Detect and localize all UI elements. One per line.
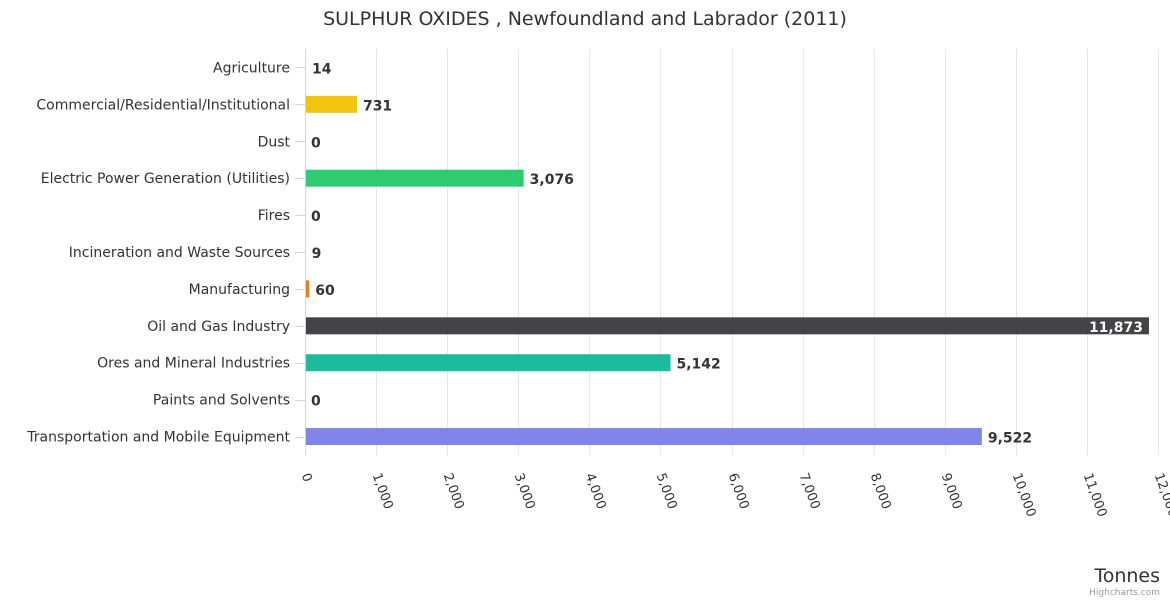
category-label: Ores and Mineral Industries xyxy=(97,356,290,372)
credits-link[interactable]: Highcharts.com xyxy=(1089,588,1160,598)
category-label: Transportation and Mobile Equipment xyxy=(26,430,290,446)
x-tick-label: 11,000 xyxy=(1080,471,1110,519)
data-label: 9,522 xyxy=(988,431,1032,447)
x-tick-label: 0 xyxy=(298,471,315,484)
category-label: Fires xyxy=(258,208,290,224)
data-label: 0 xyxy=(311,135,321,151)
category-label: Dust xyxy=(258,134,291,150)
grid-lines xyxy=(305,49,1159,455)
x-tick-label: 9,000 xyxy=(938,471,965,511)
x-tick-label: 4,000 xyxy=(582,471,609,511)
category-label: Incineration and Waste Sources xyxy=(69,245,290,261)
data-label: 5,142 xyxy=(677,357,721,373)
x-tick-label: 7,000 xyxy=(796,471,823,511)
category-label: Agriculture xyxy=(213,60,290,76)
data-labels: 14 731 0 3,076 0 9 60 11,873 5,142 0 9,522 xyxy=(311,61,1143,446)
category-axis: Agriculture Commercial/Residential/Instit… xyxy=(26,49,306,455)
x-tick-label: 1,000 xyxy=(369,471,396,511)
data-label: 731 xyxy=(363,98,392,114)
data-label: 0 xyxy=(311,394,321,410)
bar[interactable] xyxy=(305,354,671,372)
data-label: 11,873 xyxy=(1089,320,1143,336)
bar[interactable] xyxy=(305,428,982,446)
data-label: 60 xyxy=(315,283,335,299)
bar[interactable] xyxy=(305,169,524,187)
data-label: 9 xyxy=(312,246,322,262)
bar[interactable] xyxy=(305,280,310,298)
bar[interactable] xyxy=(305,95,357,113)
data-label: 3,076 xyxy=(530,172,574,188)
category-label: Oil and Gas Industry xyxy=(147,319,290,335)
bar-series xyxy=(305,58,1149,446)
value-axis: 0 1,000 2,000 3,000 4,000 5,000 6,000 7,000 8,00… xyxy=(298,471,1170,519)
data-label: 14 xyxy=(312,61,332,77)
data-label: 0 xyxy=(311,209,321,225)
x-tick-label: 12,000 xyxy=(1151,471,1170,519)
x-tick-label: 2,000 xyxy=(440,471,467,511)
category-label: Electric Power Generation (Utilities) xyxy=(41,171,290,187)
axis-unit-label: Tonnes xyxy=(1093,565,1160,587)
x-tick-label: 10,000 xyxy=(1009,471,1039,519)
category-label: Manufacturing xyxy=(189,282,290,298)
x-tick-label: 8,000 xyxy=(867,471,894,511)
x-tick-label: 6,000 xyxy=(725,471,752,511)
x-tick-label: 5,000 xyxy=(653,471,680,511)
x-tick-label: 3,000 xyxy=(511,471,538,511)
category-label: Paints and Solvents xyxy=(153,393,290,409)
category-label: Commercial/Residential/Institutional xyxy=(36,97,290,113)
chart-title: SULPHUR OXIDES , Newfoundland and Labrad… xyxy=(323,8,847,30)
bar[interactable] xyxy=(305,317,1149,335)
